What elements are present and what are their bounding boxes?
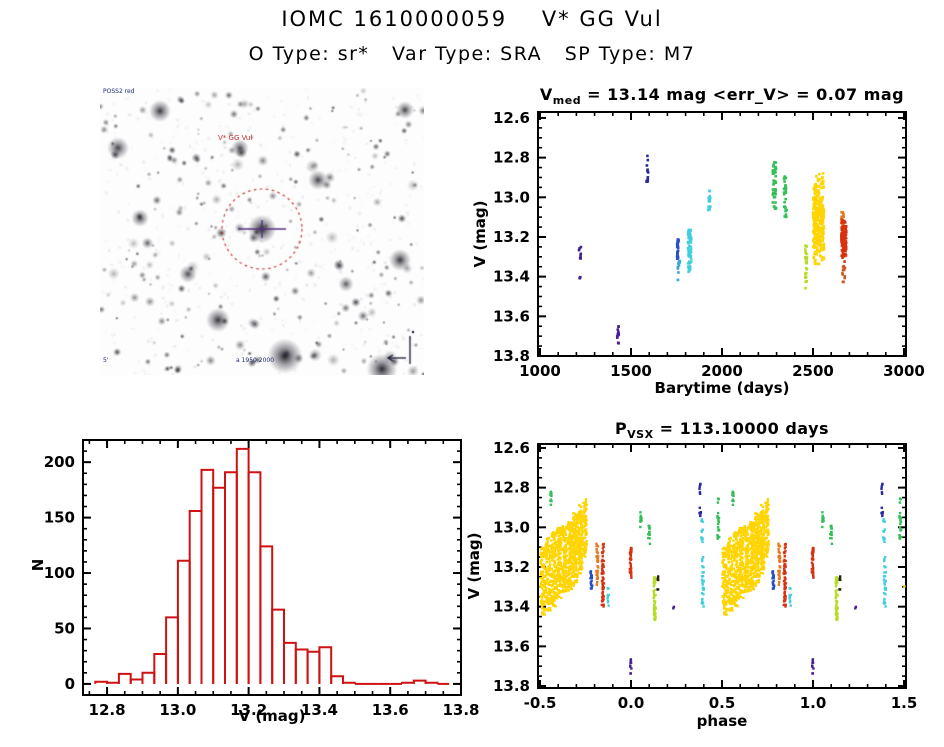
svg-text:13.2: 13.2 bbox=[493, 558, 530, 576]
svg-text:12.6: 12.6 bbox=[493, 439, 530, 457]
lightcurve-ylabel: V (mag) bbox=[471, 200, 489, 268]
phase-xlabel: phase bbox=[696, 712, 748, 730]
lightcurve-title-rest: = 13.14 mag <err_V> = 0.07 mag bbox=[581, 85, 905, 104]
phase-title-sub: VSX bbox=[627, 428, 654, 442]
svg-text:13.4: 13.4 bbox=[493, 268, 530, 286]
phase-title-base: P bbox=[614, 419, 628, 438]
phase-title: PVSX = 113.10000 days bbox=[538, 419, 906, 441]
svg-text:-0.5: -0.5 bbox=[524, 694, 557, 712]
histogram-plot: 12.8 13.0 13.2 13.4 13.6 13.8 0 50 100 150 200 bbox=[44, 439, 480, 719]
histogram-ylabel: N bbox=[29, 558, 47, 572]
svg-text:12.6: 12.6 bbox=[493, 109, 530, 127]
page-subtitle: O Type: sr* Var Type: SRA SP Type: M7 bbox=[248, 43, 696, 65]
lightcurve-title-sub: med bbox=[552, 94, 582, 108]
survey-label: POSS2 red bbox=[103, 88, 135, 95]
svg-text:12.8: 12.8 bbox=[89, 701, 126, 719]
svg-text:200: 200 bbox=[44, 453, 75, 471]
svg-text:13.6: 13.6 bbox=[372, 701, 409, 719]
page-title: IOMC 1610000059 V* GG Vul bbox=[281, 7, 663, 31]
svg-text:50: 50 bbox=[54, 619, 75, 637]
svg-text:12.8: 12.8 bbox=[493, 479, 530, 497]
phase-title-rest: = 113.10000 days bbox=[653, 419, 830, 438]
svg-text:13.2: 13.2 bbox=[230, 701, 267, 719]
svg-text:3000: 3000 bbox=[883, 362, 925, 380]
finding-chart: POSS2 red V* GG Vul a 1950 2000 5' bbox=[100, 88, 424, 375]
svg-text:0.0: 0.0 bbox=[618, 694, 645, 712]
lightcurve-plot: 1000 1500 2000 2500 3000 12.6 12.8 13.0 13.2 13.4… bbox=[493, 109, 925, 380]
coords-label: a 1950 2000 bbox=[236, 357, 275, 364]
svg-text:13.2: 13.2 bbox=[493, 228, 530, 246]
lightcurve-title: Vmed = 13.14 mag <err_V> = 0.07 mag bbox=[538, 85, 906, 107]
scale-label: 5' bbox=[103, 357, 109, 364]
svg-text:0: 0 bbox=[65, 675, 75, 693]
svg-text:100: 100 bbox=[44, 564, 75, 582]
svg-text:1000: 1000 bbox=[519, 362, 561, 380]
lightcurve-xlabel: Barytime (days) bbox=[654, 379, 790, 397]
svg-text:1.5: 1.5 bbox=[891, 694, 918, 712]
histogram-xlabel: V (mag) bbox=[238, 707, 306, 725]
svg-text:13.0: 13.0 bbox=[493, 188, 530, 206]
target-label: V* GG Vul bbox=[218, 134, 253, 142]
starfield-canvas bbox=[100, 88, 424, 375]
svg-text:13.8: 13.8 bbox=[442, 701, 479, 719]
svg-text:13.4: 13.4 bbox=[301, 701, 338, 719]
svg-text:13.0: 13.0 bbox=[493, 518, 530, 536]
svg-text:13.8: 13.8 bbox=[493, 347, 530, 365]
phase-plot: -0.5 0.0 0.5 1.0 1.5 12.6 12.8 13.0 13.2 13.4 13.6… bbox=[493, 439, 918, 712]
svg-text:150: 150 bbox=[44, 509, 75, 527]
svg-text:1.0: 1.0 bbox=[800, 694, 827, 712]
svg-text:13.6: 13.6 bbox=[493, 637, 530, 655]
svg-text:13.8: 13.8 bbox=[493, 677, 530, 695]
svg-text:2000: 2000 bbox=[701, 362, 743, 380]
svg-text:13.4: 13.4 bbox=[493, 598, 530, 616]
phase-ylabel: V (mag) bbox=[465, 532, 483, 600]
svg-text:12.8: 12.8 bbox=[493, 149, 530, 167]
svg-text:13.0: 13.0 bbox=[159, 701, 196, 719]
lightcurve-title-base: V bbox=[539, 85, 553, 104]
svg-text:13.6: 13.6 bbox=[493, 307, 530, 325]
svg-text:2500: 2500 bbox=[792, 362, 834, 380]
svg-text:1500: 1500 bbox=[610, 362, 652, 380]
svg-text:0.5: 0.5 bbox=[709, 694, 736, 712]
